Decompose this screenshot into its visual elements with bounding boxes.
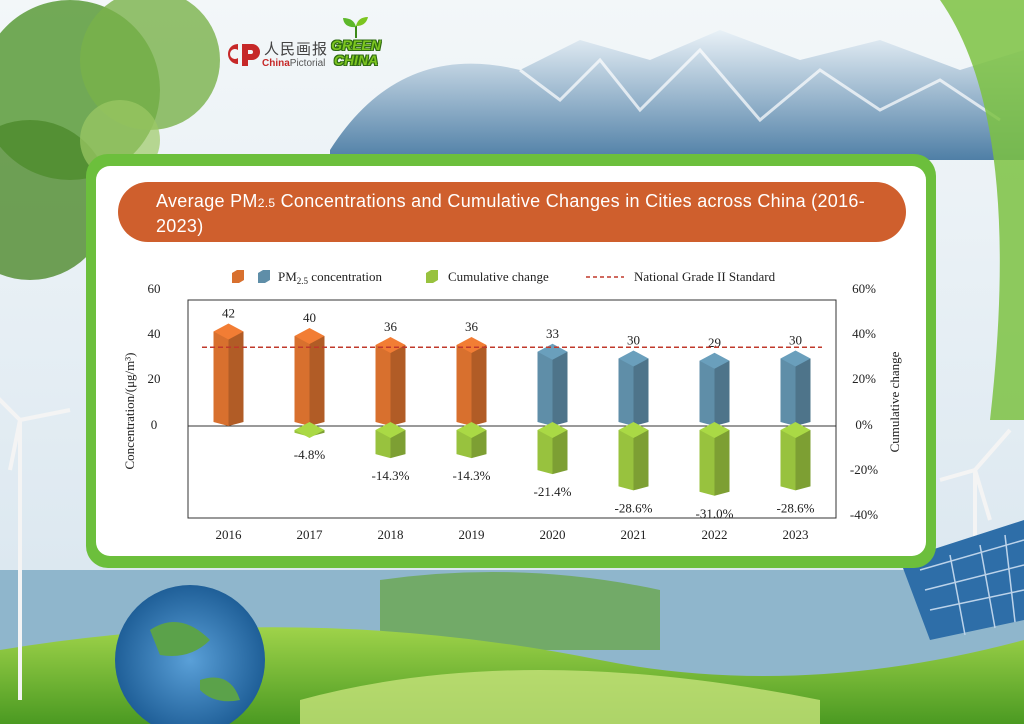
right-tick-40: 40% xyxy=(852,326,876,341)
pm25-bar-2020 xyxy=(537,343,568,426)
right-axis: 60% 40% 20% 0% -20% -40% Cumulative chan… xyxy=(850,281,902,522)
chart-plot: PM2.5 concentration Cumulative change Na… xyxy=(122,269,902,542)
cumulative-value-label-2021: -28.6% xyxy=(615,500,653,515)
cumulative-value-label-2023: -28.6% xyxy=(777,500,815,515)
legend: PM2.5 concentration Cumulative change Na… xyxy=(232,269,776,286)
left-tick-60: 60 xyxy=(148,281,161,296)
pm25-bar-2018 xyxy=(375,337,406,426)
cumulative-value-label-2018: -14.3% xyxy=(372,468,410,483)
green-china-line2: CHINA xyxy=(333,52,379,68)
cumulative-bar-2017 xyxy=(294,422,325,438)
cumulative-value-label-2019: -14.3% xyxy=(453,468,491,483)
chart-title: Average PM2.5 Concentrations and Cumulat… xyxy=(118,182,906,242)
pm25-value-label-2022: 29 xyxy=(708,335,721,350)
cumulative-bar-2019 xyxy=(456,422,487,459)
cumulative-bar-2022 xyxy=(699,422,730,496)
cumulative-bar-2023 xyxy=(780,422,811,491)
china-pictorial-mark-icon xyxy=(228,44,260,66)
legend-swatch-blue xyxy=(258,270,270,283)
green-china-line1: GREEN xyxy=(331,37,381,53)
bars-layer: 42 40 -4.8% 36 -14.3% 36 -14.3% 33 -21.4% 30 -28.6… xyxy=(213,306,815,521)
china-pictorial-chinese-name: 人民画报 xyxy=(264,40,329,58)
pm25-value-label-2020: 33 xyxy=(546,326,559,341)
right-tick-60: 60% xyxy=(852,281,876,296)
left-tick-0: 0 xyxy=(151,417,158,432)
pm25-bar-2019 xyxy=(456,337,487,426)
pm25-value-label-2021: 30 xyxy=(627,333,640,348)
cumulative-value-label-2020: -21.4% xyxy=(534,484,572,499)
wind-turbine-left xyxy=(0,397,71,700)
pm25-value-label-2023: 30 xyxy=(789,333,802,348)
x-tick-2019: 2019 xyxy=(459,527,485,542)
left-axis-label: Concentration/(μg/m³) xyxy=(122,352,137,469)
pm25-bar-2021 xyxy=(618,350,649,426)
x-tick-2016: 2016 xyxy=(216,527,243,542)
cumulative-bar-2020 xyxy=(537,422,568,475)
chart-card: Average PM2.5 Concentrations and Cumulat… xyxy=(86,154,936,568)
legend-pm25: PM2.5 concentration xyxy=(278,269,383,286)
right-tick-minus40: -40% xyxy=(850,507,878,522)
x-tick-2023: 2023 xyxy=(783,527,809,542)
pm25-bar-2022 xyxy=(699,352,730,426)
x-tick-2018: 2018 xyxy=(378,527,404,542)
pm25-bar-2017 xyxy=(294,328,325,426)
cumulative-bar-2021 xyxy=(618,422,649,491)
left-axis: 60 40 20 0 Concentration/(μg/m³) xyxy=(122,281,161,470)
legend-swatch-orange xyxy=(232,270,244,283)
leaf-right xyxy=(940,0,1024,420)
x-axis-labels: 2016 2017 2018 2019 2020 2021 2022 2023 xyxy=(216,527,809,542)
left-tick-40: 40 xyxy=(148,326,161,341)
right-axis-label: Cumulative change xyxy=(887,351,902,452)
legend-cumulative: Cumulative change xyxy=(448,269,549,284)
legend-standard: National Grade II Standard xyxy=(634,269,776,284)
cumulative-bar-2018 xyxy=(375,422,406,459)
china-pictorial-english-name: ChinaPictorial xyxy=(262,58,326,69)
x-tick-2021: 2021 xyxy=(621,527,647,542)
green-china-logo: GREEN CHINA xyxy=(328,16,384,72)
pm25-bar-2023 xyxy=(780,350,811,426)
sprout-icon xyxy=(343,17,368,38)
mountains xyxy=(330,30,1024,160)
right-tick-minus20: -20% xyxy=(850,462,878,477)
pm25-value-label-2016: 42 xyxy=(222,306,235,321)
x-tick-2017: 2017 xyxy=(297,527,324,542)
pm25-value-label-2017: 40 xyxy=(303,310,316,325)
china-pictorial-logo: 人民画报 ChinaPictorial xyxy=(224,38,327,72)
right-tick-20: 20% xyxy=(852,371,876,386)
chart-panel: Average PM2.5 Concentrations and Cumulat… xyxy=(96,166,926,556)
cumulative-value-label-2017: -4.8% xyxy=(294,447,326,462)
left-tick-20: 20 xyxy=(148,371,161,386)
legend-swatch-green xyxy=(426,270,438,283)
pm25-value-label-2018: 36 xyxy=(384,319,398,334)
x-tick-2020: 2020 xyxy=(540,527,566,542)
right-tick-0: 0% xyxy=(855,417,873,432)
cumulative-value-label-2022: -31.0% xyxy=(696,506,734,521)
pm25-value-label-2019: 36 xyxy=(465,319,479,334)
pm25-bar-2016 xyxy=(213,323,244,426)
plot-frame xyxy=(187,299,837,519)
x-tick-2022: 2022 xyxy=(702,527,728,542)
